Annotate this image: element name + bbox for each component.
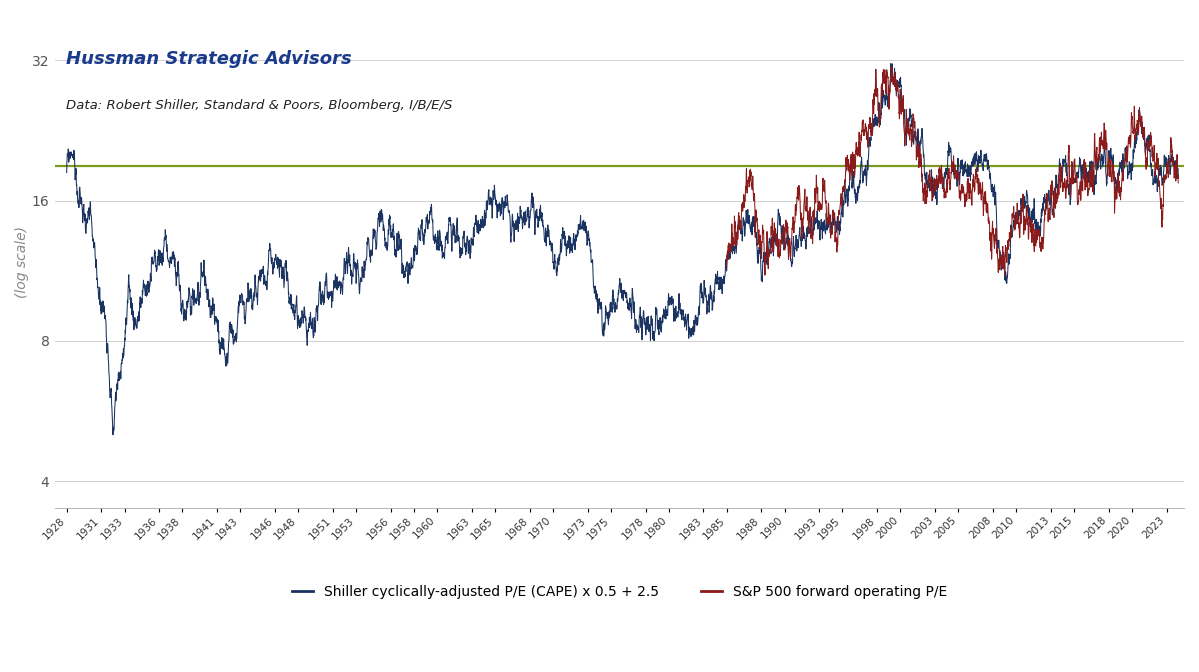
Y-axis label: (log scale): (log scale) <box>16 226 29 298</box>
Legend: Shiller cyclically-adjusted P/E (CAPE) x 0.5 + 2.5, S&P 500 forward operating P/: Shiller cyclically-adjusted P/E (CAPE) x… <box>287 580 952 605</box>
Text: Data: Robert Shiller, Standard & Poors, Bloomberg, I/B/E/S: Data: Robert Shiller, Standard & Poors, … <box>66 99 453 112</box>
Text: Hussman Strategic Advisors: Hussman Strategic Advisors <box>66 50 353 67</box>
